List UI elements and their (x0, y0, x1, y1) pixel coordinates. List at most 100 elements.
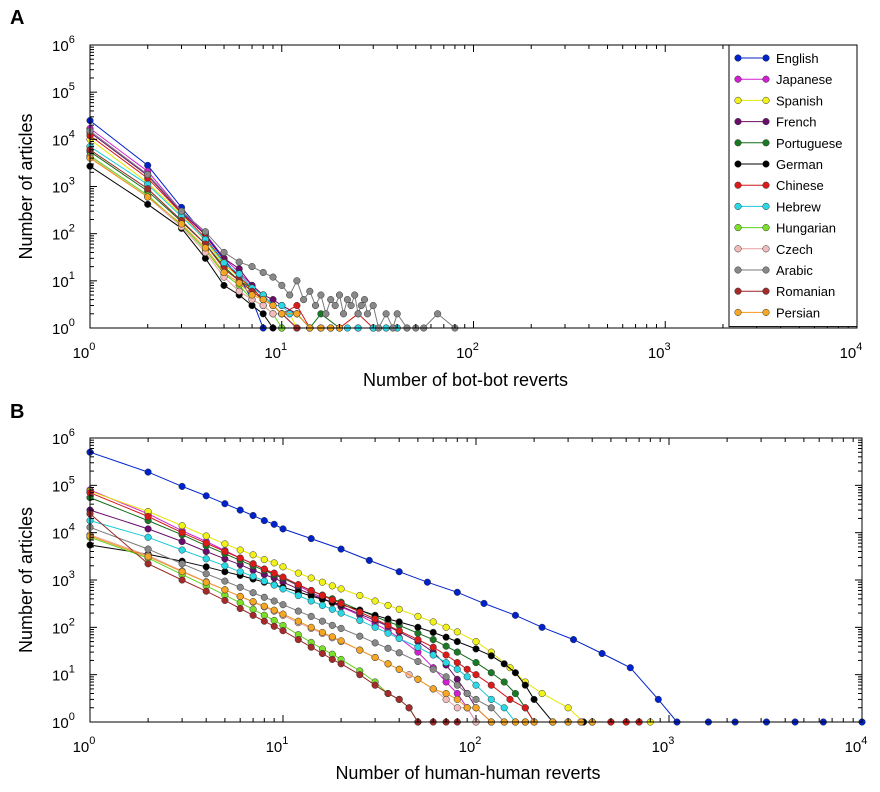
data-point-arabic (202, 570, 210, 578)
data-point-hebrew (294, 591, 302, 600)
data-point-arabic (347, 301, 355, 310)
data-point-persian (463, 704, 471, 712)
legend-marker (762, 96, 770, 104)
data-point-persian (472, 704, 480, 712)
data-point-arabic (279, 601, 287, 609)
y-tick-exponent: 2 (69, 223, 75, 235)
data-point-arabic (434, 310, 442, 318)
data-point-spanish (337, 585, 345, 593)
legend-item-romanian: Romanian (734, 284, 835, 299)
data-point-arabic (311, 301, 320, 310)
data-point-hebrew (236, 568, 244, 576)
data-point-romanian (144, 560, 152, 568)
data-point-hungarian (249, 605, 257, 613)
data-point-german (453, 638, 461, 646)
y-tick-label: 101 (52, 664, 75, 685)
data-point-chinese (178, 529, 186, 537)
x-tick-exponent: 3 (668, 735, 674, 747)
legend-marker (734, 139, 742, 147)
data-point-spanish (472, 638, 480, 646)
data-point-german (429, 628, 437, 636)
legend-item-czech: Czech (734, 242, 813, 257)
data-point-spanish (564, 704, 572, 712)
y-tick-base: 10 (52, 526, 69, 543)
legend-marker (762, 266, 770, 274)
data-point-romanian (294, 636, 302, 644)
data-point-chinese (144, 512, 152, 521)
data-point-hebrew (384, 629, 392, 637)
y-tick-base: 10 (52, 321, 69, 338)
data-point-hebrew (463, 673, 471, 681)
data-point-arabic (306, 287, 314, 295)
data-point-arabic (221, 577, 229, 585)
data-point-romanian (202, 587, 210, 595)
data-point-persian (248, 291, 256, 299)
y-tick-exponent: 1 (69, 664, 75, 676)
data-point-english (144, 161, 152, 169)
x-tick-exponent: 0 (89, 341, 95, 353)
x-tick-exponent: 1 (281, 341, 287, 353)
data-point-english (279, 525, 287, 533)
data-point-portuguese (472, 659, 480, 667)
series-line-chinese (89, 492, 640, 723)
panel-label-b: B (10, 401, 24, 423)
data-point-czech (442, 695, 450, 703)
data-point-arabic (269, 273, 277, 281)
data-point-hebrew (429, 651, 437, 659)
data-point-romanian (279, 627, 287, 635)
x-tick-label: 101 (266, 735, 289, 756)
data-point-hebrew (442, 659, 450, 667)
x-tick-label: 103 (648, 341, 671, 362)
data-point-french (144, 525, 152, 533)
x-axis-label: Number of bot-bot reverts (363, 370, 568, 390)
data-point-persian (177, 220, 186, 228)
legend-label-hebrew: Hebrew (776, 199, 821, 214)
x-tick-exponent: 3 (665, 341, 671, 353)
data-point-arabic (369, 301, 377, 310)
data-point-hebrew (307, 597, 315, 605)
data-point-arabic (357, 301, 365, 310)
data-point-portuguese (414, 629, 422, 637)
data-point-german (442, 633, 450, 641)
data-point-spanish (279, 563, 287, 571)
legend-marker (734, 181, 742, 189)
legend-label-chinese: Chinese (776, 178, 824, 193)
data-point-chinese (521, 704, 529, 712)
y-tick-exponent: 4 (69, 522, 75, 534)
x-tick-label: 102 (459, 735, 482, 756)
data-point-romanian (371, 681, 379, 689)
data-point-hebrew (487, 695, 495, 703)
data-point-chinese (442, 651, 450, 659)
data-point-hebrew (371, 623, 379, 631)
legend-item-french: French (734, 115, 816, 130)
series-line-german (89, 165, 282, 329)
y-tick-base: 10 (52, 38, 69, 55)
data-point-portuguese (511, 689, 519, 698)
data-point-persian (144, 553, 152, 561)
y-tick-exponent: 3 (69, 569, 75, 581)
data-point-german (414, 623, 422, 631)
y-tick-label: 106 (52, 34, 75, 55)
data-point-persian (442, 689, 450, 698)
data-point-persian (235, 279, 243, 287)
data-point-arabic (382, 310, 390, 318)
y-tick-label: 103 (52, 176, 75, 197)
data-point-german (221, 568, 229, 576)
legend-label-arabic: Arabic (776, 263, 813, 278)
data-point-arabic (429, 665, 437, 673)
data-point-hebrew (453, 665, 461, 673)
y-tick-exponent: 2 (69, 616, 75, 628)
legend-marker (734, 308, 742, 316)
data-point-persian (270, 606, 278, 614)
y-tick-base: 10 (52, 227, 69, 244)
data-point-arabic (259, 268, 267, 277)
data-point-arabic (278, 281, 286, 289)
data-point-arabic (414, 657, 422, 666)
data-point-arabic (177, 207, 186, 215)
data-point-arabic (328, 621, 336, 629)
x-tick-label: 101 (264, 341, 287, 362)
data-point-spanish (371, 597, 379, 605)
legend-item-chinese: Chinese (734, 178, 824, 193)
x-tick-label: 104 (840, 341, 863, 362)
y-tick-base: 10 (52, 431, 69, 448)
